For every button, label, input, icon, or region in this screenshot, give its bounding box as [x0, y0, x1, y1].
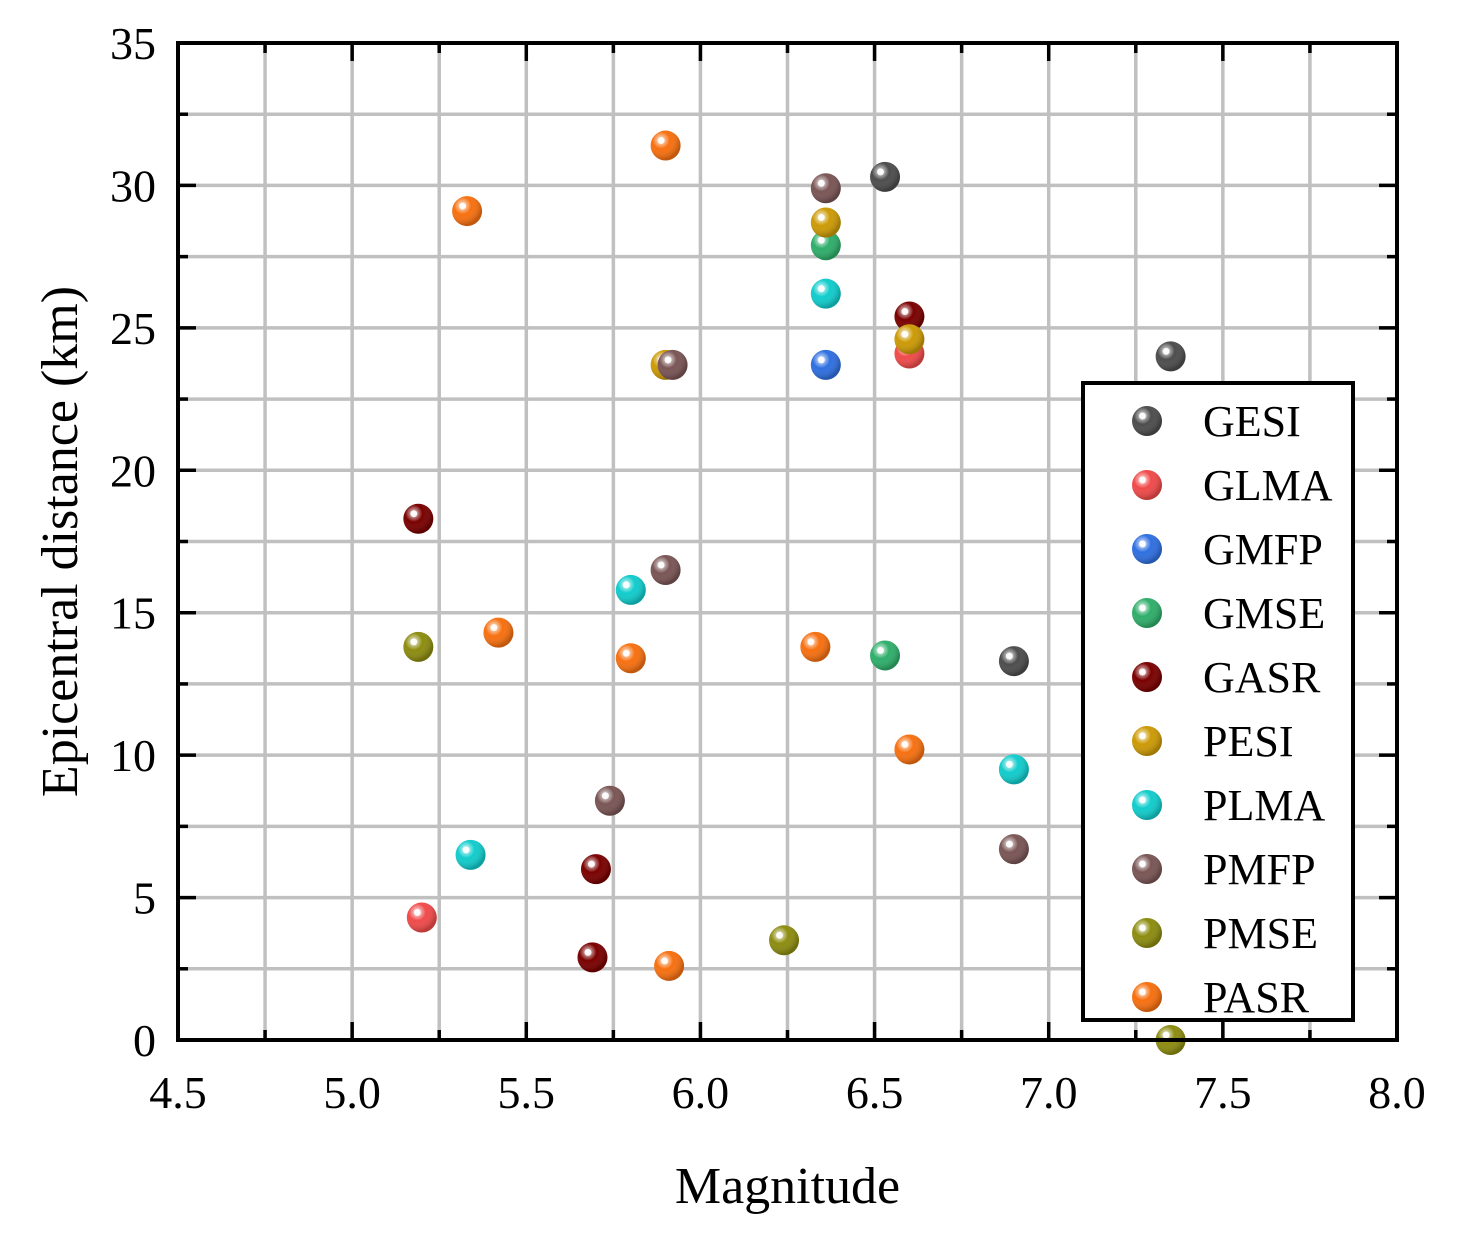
x-tick-label: 6.5 — [846, 1067, 904, 1118]
data-point-gasr — [580, 854, 611, 885]
y-tick-label: 15 — [110, 588, 156, 639]
legend-label-plma: PLMA — [1203, 781, 1325, 830]
x-axis-label: Magnitude — [675, 1158, 900, 1215]
y-tick-label: 10 — [110, 730, 156, 781]
y-tick-label: 30 — [110, 160, 156, 211]
data-point-gesi — [870, 161, 901, 192]
data-point-pasr — [483, 617, 514, 648]
y-tick-label: 0 — [133, 1015, 156, 1066]
data-point-gmse — [810, 230, 841, 261]
data-point-plma — [810, 278, 841, 309]
data-points — [403, 130, 1186, 1055]
x-tick-label: 8.0 — [1368, 1067, 1426, 1118]
data-point-pasr — [654, 950, 685, 981]
x-tick-label: 7.5 — [1194, 1067, 1252, 1118]
legend-marker-glma — [1132, 470, 1162, 500]
legend: GESI GLMA GMFP GMSE GASR PESI PLMA PMFP PMSE PASR — [1081, 381, 1355, 1022]
legend-marker-pmfp — [1132, 854, 1162, 884]
data-point-pmfp — [650, 554, 681, 585]
data-point-glma — [406, 902, 437, 933]
data-point-pasr — [452, 196, 483, 227]
data-point-pmfp — [657, 349, 688, 380]
data-point-plma — [615, 574, 646, 605]
legend-box — [1081, 381, 1355, 1022]
data-point-pmfp — [998, 834, 1029, 865]
data-point-pasr — [894, 734, 925, 765]
y-tick-label: 20 — [110, 445, 156, 496]
tick-labels: 4.5 5.0 5.5 6.0 6.5 7.0 7.5 8.0 0 5 10 15 20 25 30 35 — [110, 18, 1426, 1118]
data-point-gmfp — [810, 349, 841, 380]
legend-label-gasr: GASR — [1203, 653, 1321, 702]
data-point-pmse — [403, 631, 434, 662]
legend-label-gesi: GESI — [1203, 397, 1301, 446]
data-point-gasr — [577, 942, 608, 973]
legend-marker-pesi — [1132, 726, 1162, 756]
data-point-plma — [998, 754, 1029, 785]
legend-marker-pmse — [1132, 918, 1162, 948]
legend-marker-plma — [1132, 790, 1162, 820]
data-point-pmfp — [810, 173, 841, 204]
legend-label-pasr: PASR — [1203, 973, 1310, 1022]
data-point-gesi — [998, 646, 1029, 677]
data-point-gasr — [894, 301, 925, 332]
x-tick-label: 4.5 — [149, 1067, 207, 1118]
legend-marker-gesi — [1132, 406, 1162, 436]
data-point-pasr — [615, 643, 646, 674]
data-point-gmse — [870, 640, 901, 671]
y-tick-label: 25 — [110, 303, 156, 354]
legend-label-pmfp: PMFP — [1203, 845, 1316, 894]
y-axis-label: Epicentral distance (km) — [32, 286, 89, 797]
y-tick-label: 5 — [133, 873, 156, 924]
legend-marker-pasr — [1132, 982, 1162, 1012]
legend-label-gmfp: GMFP — [1203, 525, 1323, 574]
data-point-gasr — [403, 503, 434, 534]
x-tick-label: 5.5 — [498, 1067, 556, 1118]
data-point-pesi — [894, 324, 925, 355]
data-point-gesi — [1155, 341, 1186, 372]
y-tick-label: 35 — [110, 18, 156, 69]
legend-marker-gmfp — [1132, 534, 1162, 564]
x-tick-label: 7.0 — [1020, 1067, 1078, 1118]
data-point-pmse — [769, 925, 800, 956]
data-point-pasr — [650, 130, 681, 161]
data-point-pesi — [810, 207, 841, 238]
x-tick-label: 5.0 — [323, 1067, 381, 1118]
data-point-pasr — [800, 631, 831, 662]
legend-marker-gasr — [1132, 662, 1162, 692]
legend-label-glma: GLMA — [1203, 461, 1333, 510]
data-point-pmfp — [594, 785, 625, 816]
legend-marker-gmse — [1132, 598, 1162, 628]
legend-label-pesi: PESI — [1203, 717, 1293, 766]
legend-label-gmse: GMSE — [1203, 589, 1325, 638]
legend-label-pmse: PMSE — [1203, 909, 1318, 958]
data-point-plma — [455, 839, 486, 870]
x-tick-label: 6.0 — [672, 1067, 730, 1118]
plot-frame — [176, 41, 1399, 1042]
